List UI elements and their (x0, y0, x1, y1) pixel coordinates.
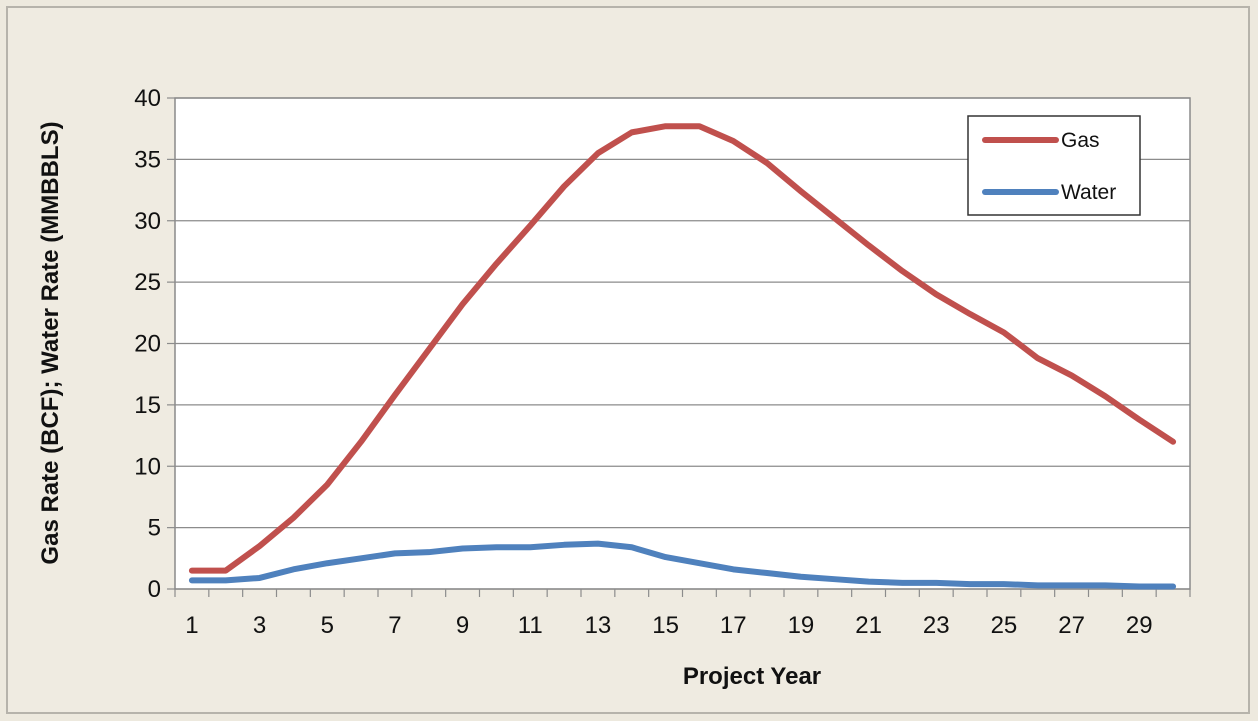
series-layer (188, 123, 1177, 590)
legend-label-gas: Gas (1061, 129, 1100, 152)
x-tick-label: 15 (652, 612, 679, 639)
x-tick-label: 23 (923, 612, 950, 639)
x-tick-label: 17 (720, 612, 747, 639)
y-tick-label: 5 (148, 515, 161, 542)
series-line-gas (188, 123, 1177, 574)
x-tick-label: 25 (991, 612, 1018, 639)
legend: Gas Water (967, 115, 1141, 216)
y-tick-label: 25 (134, 269, 161, 296)
y-tick-label: 30 (134, 208, 161, 235)
x-axis-ticks: 1 3 5 7 9 11 13 15 17 19 21 23 25 27 29 (174, 589, 1191, 639)
x-tick-label: 5 (321, 612, 334, 639)
y-axis-title: Gas Rate (BCF); Water Rate (MMBBLS) (37, 121, 64, 564)
y-axis-ticks: 0 5 10 15 20 25 30 35 40 (134, 85, 175, 603)
y-tick-label: 20 (134, 331, 161, 358)
y-tick-label: 40 (134, 85, 161, 112)
x-tick-label: 13 (585, 612, 612, 639)
series-line-water (188, 540, 1177, 590)
x-tick-label: 29 (1126, 612, 1153, 639)
legend-label-water: Water (1061, 181, 1116, 204)
x-tick-label: 19 (788, 612, 815, 639)
x-tick-label: 3 (253, 612, 266, 639)
x-tick-label: 7 (388, 612, 401, 639)
y-tick-label: 35 (134, 146, 161, 173)
x-tick-label: 27 (1058, 612, 1085, 639)
x-tick-label: 9 (456, 612, 469, 639)
x-tick-label: 1 (185, 612, 198, 639)
y-tick-label: 10 (134, 453, 161, 480)
legend-box (967, 115, 1141, 216)
x-axis-title: Project Year (683, 663, 821, 690)
x-tick-label: 11 (518, 612, 543, 639)
x-tick-label: 21 (855, 612, 882, 639)
y-tick-label: 0 (148, 576, 161, 603)
y-tick-label: 15 (134, 392, 161, 419)
